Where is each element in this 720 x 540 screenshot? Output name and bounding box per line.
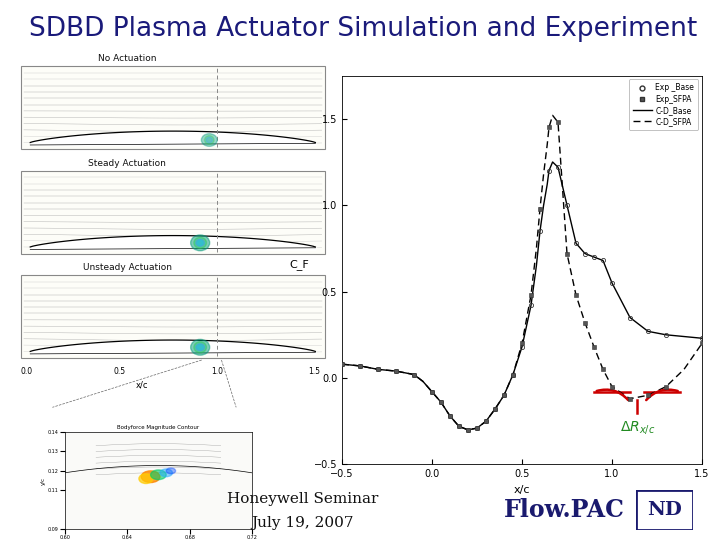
Ellipse shape	[150, 470, 166, 480]
Ellipse shape	[194, 237, 207, 248]
Ellipse shape	[191, 235, 210, 251]
Ellipse shape	[206, 137, 212, 143]
FancyBboxPatch shape	[21, 275, 325, 358]
Text: Flow.PAC: Flow.PAC	[504, 498, 625, 522]
Text: No Actuation: No Actuation	[98, 54, 156, 63]
Ellipse shape	[202, 134, 217, 146]
Text: Honeywell Seminar: Honeywell Seminar	[227, 492, 378, 507]
Ellipse shape	[166, 468, 176, 474]
Legend: Exp _Base, Exp_SFPA, C-D_Base, C-D_SFPA: Exp _Base, Exp_SFPA, C-D_Base, C-D_SFPA	[629, 79, 698, 130]
Title: Bodyforce Magnitude Contour: Bodyforce Magnitude Contour	[117, 425, 199, 430]
Text: ND: ND	[647, 501, 682, 519]
Text: 0.0: 0.0	[21, 367, 33, 376]
Text: July 19, 2007: July 19, 2007	[251, 516, 354, 530]
Ellipse shape	[197, 345, 203, 350]
Ellipse shape	[160, 469, 173, 477]
Ellipse shape	[191, 340, 210, 355]
Text: $\Delta R_{x/c}$: $\Delta R_{x/c}$	[619, 420, 655, 436]
FancyBboxPatch shape	[21, 171, 325, 254]
Text: x/c: x/c	[136, 381, 148, 390]
Text: SDBD Plasma Actuator Simulation and Experiment: SDBD Plasma Actuator Simulation and Expe…	[29, 16, 697, 42]
Text: Steady Actuation: Steady Actuation	[89, 159, 166, 167]
Text: 0.5: 0.5	[114, 367, 126, 376]
Ellipse shape	[204, 136, 214, 144]
Ellipse shape	[141, 471, 160, 483]
Ellipse shape	[197, 240, 203, 245]
Ellipse shape	[139, 474, 153, 483]
Text: 1.0: 1.0	[211, 367, 223, 376]
Text: Unsteady Actuation: Unsteady Actuation	[83, 263, 171, 272]
FancyBboxPatch shape	[21, 66, 325, 149]
Ellipse shape	[196, 239, 204, 246]
X-axis label: x/c: x/c	[514, 485, 530, 495]
Y-axis label: C_F: C_F	[290, 259, 310, 270]
Text: 1.5: 1.5	[308, 367, 320, 376]
Ellipse shape	[194, 342, 207, 353]
Y-axis label: y/c: y/c	[41, 476, 46, 485]
Ellipse shape	[196, 344, 204, 351]
